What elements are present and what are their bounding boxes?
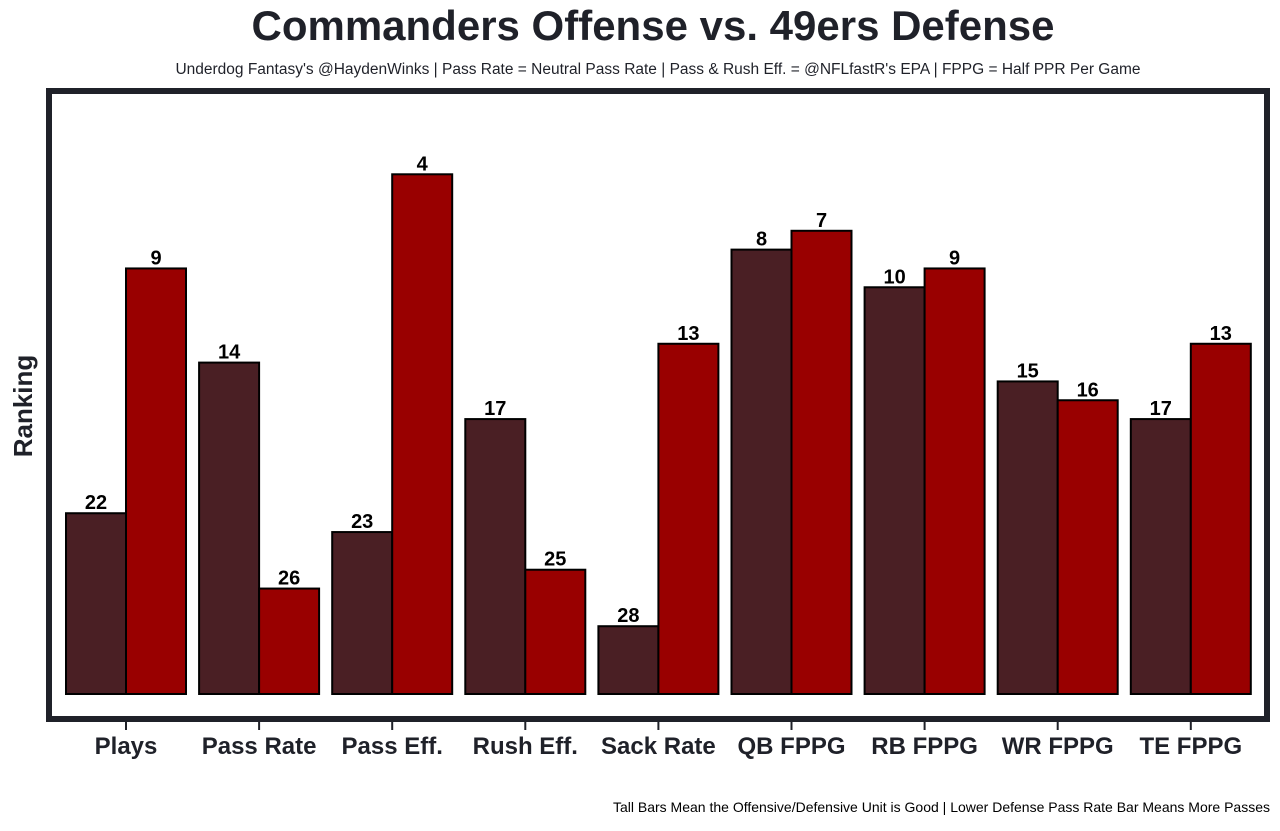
bar-defense xyxy=(125,267,187,695)
bar-defense xyxy=(657,342,720,695)
bar-value-label: 10 xyxy=(883,266,905,288)
bar-defense xyxy=(1189,342,1252,695)
x-tick-label: Pass Eff. xyxy=(342,733,443,760)
bar-value-label: 16 xyxy=(1077,379,1099,401)
bar-value-label: 13 xyxy=(677,323,699,345)
bar-value-label: 13 xyxy=(1210,323,1232,345)
chart-title: Commanders Offense vs. 49ers Defense xyxy=(251,2,1054,49)
bar-value-label: 23 xyxy=(351,511,373,533)
bar-value-label: 4 xyxy=(417,153,429,175)
plot-frame xyxy=(46,88,1270,722)
x-tick-label: TE FPPG xyxy=(1139,733,1242,760)
x-tick-label: WR FPPG xyxy=(1002,733,1114,760)
bar-value-label: 7 xyxy=(816,210,827,232)
bar-offense xyxy=(464,418,527,695)
bar-offense xyxy=(331,531,394,696)
x-tick-label: Plays xyxy=(95,733,158,760)
bar-value-label: 9 xyxy=(949,247,960,269)
chart-caption: Tall Bars Mean the Offensive/Defensive U… xyxy=(613,799,1270,815)
bar-defense xyxy=(524,568,587,695)
bar-offense xyxy=(198,361,261,695)
chart-subtitle: Underdog Fantasy's @HaydenWinks | Pass R… xyxy=(175,61,1140,78)
bar-value-label: 17 xyxy=(484,398,506,420)
bar-defense xyxy=(391,173,454,696)
x-tick-label: Pass Rate xyxy=(202,733,317,760)
x-tick-label: QB FPPG xyxy=(737,733,845,760)
x-tick-label: RB FPPG xyxy=(871,733,978,760)
bar-value-label: 17 xyxy=(1150,398,1172,420)
bar-defense xyxy=(258,587,321,695)
y-axis-label: Ranking xyxy=(8,355,38,458)
bar-value-label: 25 xyxy=(544,549,566,571)
bar-defense xyxy=(923,267,986,695)
bar-offense xyxy=(996,380,1059,695)
bar-value-label: 22 xyxy=(85,492,107,514)
bar-offense xyxy=(863,286,926,695)
bar-defense xyxy=(790,229,853,695)
bar-value-label: 14 xyxy=(218,342,241,364)
bar-value-label: 15 xyxy=(1017,360,1039,382)
bar-value-label: 28 xyxy=(617,605,639,627)
x-tick-label: Sack Rate xyxy=(601,733,716,760)
bar-defense xyxy=(1056,399,1119,695)
bar-value-label: 9 xyxy=(150,247,161,269)
bar-offense xyxy=(730,248,793,695)
bar-offense xyxy=(1129,418,1192,695)
bar-value-label: 26 xyxy=(278,568,300,590)
bar-value-label: 8 xyxy=(756,229,767,251)
x-tick-label: Rush Eff. xyxy=(473,733,578,760)
bar-offense xyxy=(65,512,127,695)
bar-offense xyxy=(597,625,660,695)
